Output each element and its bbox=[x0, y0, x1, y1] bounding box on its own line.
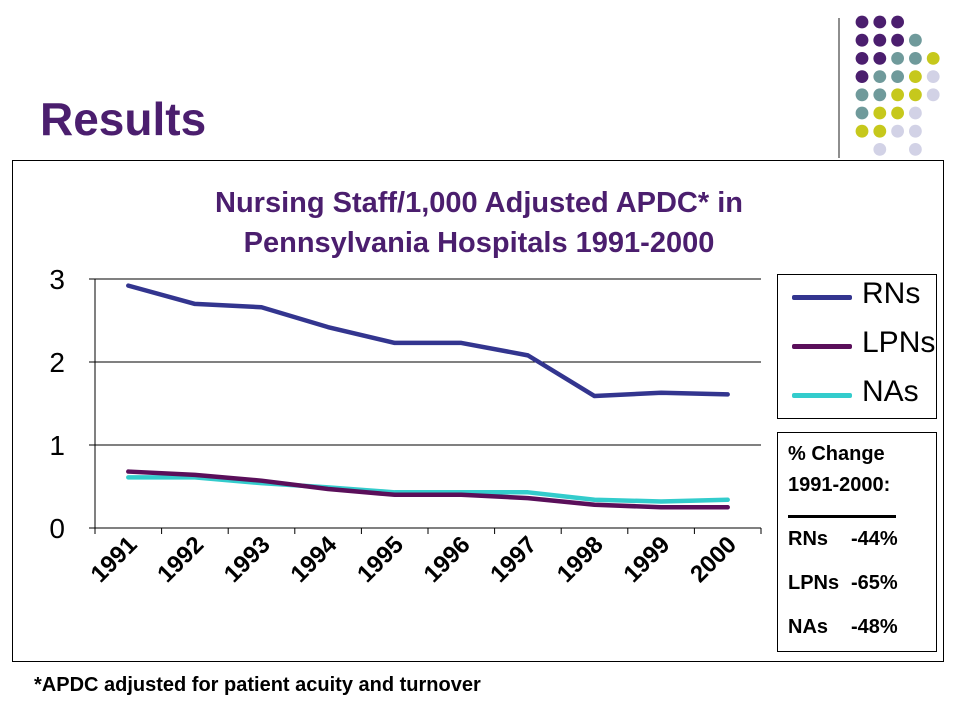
x-tick-label-1994: 1994 bbox=[285, 531, 342, 588]
decorative-dot bbox=[855, 52, 869, 65]
change-value-lpns: -65% bbox=[851, 572, 898, 594]
change-row-lpns: LPNs -65% bbox=[788, 572, 898, 595]
x-tick-label-1998: 1998 bbox=[552, 531, 609, 588]
decorative-dot bbox=[891, 70, 904, 83]
chart-title-line-2: Pennsylvania Hospitals 1991-2000 bbox=[243, 227, 715, 259]
decorative-dot bbox=[855, 88, 869, 102]
decorative-dot bbox=[873, 88, 887, 102]
decorative-dot-grid bbox=[855, 15, 940, 156]
divider-rule bbox=[838, 18, 840, 158]
decorative-dot bbox=[909, 143, 922, 156]
decorative-dot bbox=[855, 106, 869, 120]
footnote: *APDC adjusted for patient acuity and tu… bbox=[34, 674, 481, 696]
change-label-rns: RNs bbox=[788, 528, 829, 550]
decorative-dot bbox=[855, 124, 869, 138]
decorative-dot bbox=[909, 70, 922, 83]
legend-item-rns: RNs bbox=[778, 277, 938, 317]
decorative-dot bbox=[909, 106, 922, 120]
x-tick-label-1993: 1993 bbox=[219, 531, 276, 588]
x-tick-label-1997: 1997 bbox=[485, 531, 542, 588]
change-label-nas: NAs bbox=[788, 616, 829, 638]
decorative-dot bbox=[891, 33, 904, 47]
slide-title: Results bbox=[40, 93, 207, 145]
legend-swatch-nas bbox=[792, 393, 852, 398]
change-value-nas: -48% bbox=[851, 616, 898, 638]
decorative-dot bbox=[873, 33, 887, 47]
decorative-dot bbox=[926, 70, 940, 83]
change-label-lpns: LPNs bbox=[788, 572, 840, 594]
legend-label-rns: RNs bbox=[862, 277, 921, 310]
legend-swatch-rns bbox=[792, 295, 852, 300]
decorative-dot bbox=[873, 52, 887, 65]
chart-legend: RNs LPNs NAs bbox=[777, 274, 937, 419]
x-tick-label-1996: 1996 bbox=[419, 531, 476, 588]
x-tick-label-1995: 1995 bbox=[352, 531, 409, 588]
change-heading: % Change bbox=[788, 443, 885, 465]
series-line-rns bbox=[126, 283, 730, 399]
decorative-dot bbox=[909, 124, 922, 138]
legend-label-nas: NAs bbox=[862, 375, 919, 408]
x-tick-label-1999: 1999 bbox=[618, 531, 675, 588]
line-chart: 0 1 2 3 1991 1992 1993 1994 1995 1996 1997 1998 1999… bbox=[49, 264, 762, 588]
decorative-dot bbox=[909, 52, 922, 65]
decorative-dot bbox=[873, 70, 887, 83]
decorative-dot bbox=[909, 33, 922, 47]
chart-panel: Nursing Staff/1,000 Adjusted APDC* in Pe… bbox=[12, 160, 944, 662]
decorative-dot bbox=[855, 15, 869, 29]
decorative-dot bbox=[873, 15, 887, 29]
change-underline bbox=[788, 515, 896, 518]
y-tick-label: 0 bbox=[49, 513, 65, 544]
decorative-dot bbox=[926, 88, 940, 102]
decorative-dot bbox=[891, 106, 904, 120]
percent-change-box: % Change 1991-2000: RNs -44% LPNs -65% N… bbox=[777, 432, 937, 652]
decorative-dot bbox=[909, 88, 922, 102]
y-tick-label: 1 bbox=[49, 430, 65, 461]
y-tick-label: 3 bbox=[49, 264, 65, 295]
legend-item-lpns: LPNs bbox=[778, 326, 938, 366]
legend-swatch-lpns bbox=[792, 344, 852, 349]
x-tick-label-2000: 2000 bbox=[685, 531, 742, 588]
decorative-dot bbox=[891, 88, 904, 102]
decorative-dot bbox=[873, 124, 887, 138]
decorative-dot bbox=[873, 106, 887, 120]
series-line-nas bbox=[126, 475, 730, 504]
decorative-dot bbox=[891, 52, 904, 65]
legend-item-nas: NAs bbox=[778, 375, 938, 415]
series-line-lpns bbox=[126, 469, 730, 510]
x-tick-label-1991: 1991 bbox=[86, 531, 143, 588]
change-row-nas: NAs -48% bbox=[788, 616, 898, 639]
decorative-dot bbox=[891, 124, 904, 138]
legend-label-lpns: LPNs bbox=[862, 326, 936, 359]
decorative-dot bbox=[855, 70, 869, 83]
decorative-dot bbox=[891, 15, 904, 29]
decorative-dot bbox=[873, 143, 887, 156]
y-tick-label: 2 bbox=[49, 347, 65, 378]
decorative-dot bbox=[926, 52, 940, 65]
change-row-rns: RNs -44% bbox=[788, 528, 898, 551]
x-tick-label-1992: 1992 bbox=[152, 531, 209, 588]
change-period: 1991-2000: bbox=[788, 474, 891, 496]
decorative-dot bbox=[855, 33, 869, 47]
change-value-rns: -44% bbox=[851, 528, 898, 550]
chart-title-line-1: Nursing Staff/1,000 Adjusted APDC* in bbox=[215, 187, 743, 219]
